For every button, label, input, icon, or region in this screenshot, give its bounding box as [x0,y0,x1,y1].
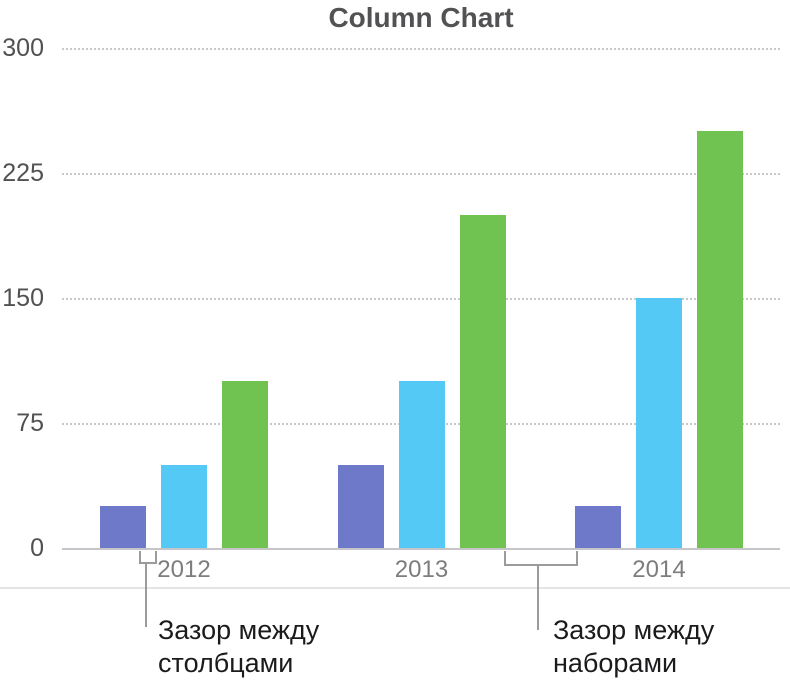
bar-2014-series2 [636,298,682,548]
y-axis-label-75: 75 [16,409,44,437]
column-gap-callout-line [145,562,147,627]
chart-title: Column Chart [328,2,514,33]
set-gap-callout-line [537,564,539,630]
y-axis-label-0: 0 [30,534,44,562]
y-axis-label-300: 300 [2,34,44,62]
gridline-150 [62,298,780,300]
bar-2013-series2 [398,381,445,548]
bar-2014-series1 [575,506,621,548]
x-axis-label-2012: 2012 [157,556,211,583]
column-gap-label: Зазор между столбцами [158,615,320,678]
set-gap-label: Зазор между наборами [553,615,715,678]
gridline-300 [62,48,780,50]
set-gap-bracket [504,551,578,566]
bar-2012-series3 [222,381,268,548]
gridline-225 [62,173,780,175]
y-axis-label-225: 225 [2,159,44,187]
x-axis-label-2014: 2014 [632,556,686,583]
x-axis-label-2013: 2013 [394,556,449,583]
bar-2013-series1 [337,464,384,548]
bar-2014-series3 [697,131,743,548]
bar-2012-series1 [100,506,146,548]
bar-2012-series2 [161,464,207,548]
gridline-0 [62,548,780,550]
column-gap-bracket [139,551,157,564]
y-axis-label-150: 150 [2,284,44,312]
bottom-separator-line [0,587,790,589]
bar-2013-series3 [459,214,506,548]
